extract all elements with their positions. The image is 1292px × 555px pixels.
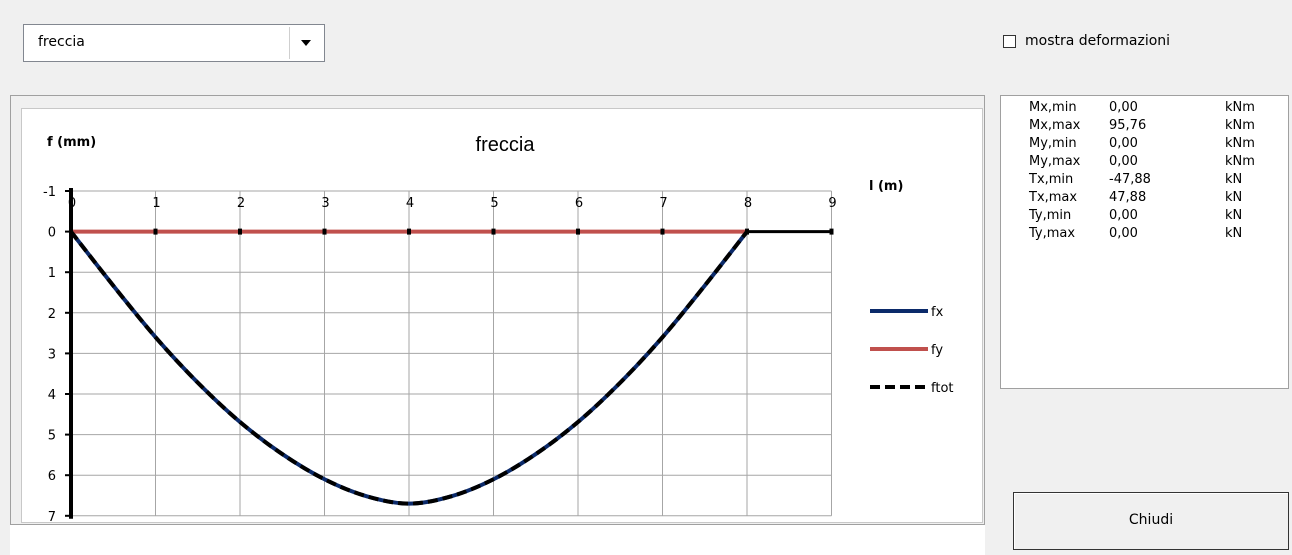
chevron-down-icon [301, 40, 311, 46]
result-value: 0,00 [1109, 136, 1138, 151]
result-name: Tx,min [1029, 172, 1074, 187]
result-unit: kNm [1225, 118, 1255, 133]
result-name: My,min [1029, 136, 1077, 151]
result-name: Mx,min [1029, 100, 1077, 115]
result-name: My,max [1029, 154, 1081, 169]
legend-fx-label: fx [931, 305, 944, 320]
result-name: Mx,max [1029, 118, 1081, 133]
x-tick-label: 0 [68, 196, 76, 211]
result-value: 95,76 [1109, 118, 1147, 133]
result-value: -47,88 [1109, 172, 1151, 187]
legend-ftot-label: ftot [931, 381, 954, 396]
chart-area [21, 108, 983, 523]
y-tick-label: 5 [48, 429, 56, 444]
y-tick-label: 7 [48, 510, 56, 525]
diagram-type-value: freccia [38, 34, 85, 50]
result-value: 0,00 [1109, 154, 1138, 169]
x-tick-label: 9 [828, 196, 836, 211]
x-tick-label: 6 [575, 196, 583, 211]
result-unit: kNm [1225, 154, 1255, 169]
dropdown-button[interactable] [289, 27, 322, 59]
result-unit: kN [1225, 172, 1243, 187]
y-tick-label: 4 [48, 388, 56, 403]
x-tick-label: 4 [406, 196, 414, 211]
result-unit: kNm [1225, 100, 1255, 115]
y-axis-title: f (mm) [47, 135, 96, 150]
result-unit: kN [1225, 226, 1243, 241]
result-value: 47,88 [1109, 190, 1147, 205]
y-tick-label: -1 [43, 185, 56, 200]
y-tick-label: 3 [48, 347, 56, 362]
x-tick-label: 2 [237, 196, 245, 211]
result-value: 0,00 [1109, 226, 1138, 241]
x-tick-label: 7 [659, 196, 667, 211]
y-tick-label: 2 [48, 307, 56, 322]
x-axis-title: l (m) [869, 179, 903, 194]
diagram-type-select[interactable]: freccia [23, 24, 325, 62]
chart-title: freccia [476, 134, 536, 156]
x-tick-label: 5 [490, 196, 498, 211]
deflection-chart: -1 0 1 2 3 4 5 6 7 0 1 2 3 4 5 6 7 8 9 freccia f (mm) l (m) f… [43, 134, 954, 525]
show-deformations-label: mostra deformazioni [1025, 33, 1171, 49]
result-name: Ty,min [1029, 208, 1072, 223]
x-tick-label: 3 [321, 196, 329, 211]
result-name: Tx,max [1029, 190, 1078, 205]
close-button[interactable]: Chiudi [1013, 492, 1289, 550]
series-ftot-line [69, 230, 749, 506]
x-tick-label: 1 [152, 196, 160, 211]
y-tick-label: 1 [48, 266, 56, 281]
x-tick-label: 8 [744, 196, 752, 211]
result-unit: kN [1225, 190, 1243, 205]
result-unit: kN [1225, 208, 1243, 223]
result-value: 0,00 [1109, 208, 1138, 223]
result-unit: kNm [1225, 136, 1255, 151]
results-list[interactable]: Mx,min 0,00 kNm Mx,max 95,76 kNm My,min 0,00 kNm… [1000, 95, 1289, 389]
result-value: 0,00 [1109, 100, 1138, 115]
legend-fy-label: fy [931, 343, 943, 358]
show-deformations-checkbox[interactable] [1003, 35, 1016, 48]
close-button-label: Chiudi [1128, 512, 1174, 528]
y-tick-label: 6 [48, 469, 56, 484]
y-tick-label: 0 [48, 226, 56, 241]
result-name: Ty,max [1029, 226, 1076, 241]
